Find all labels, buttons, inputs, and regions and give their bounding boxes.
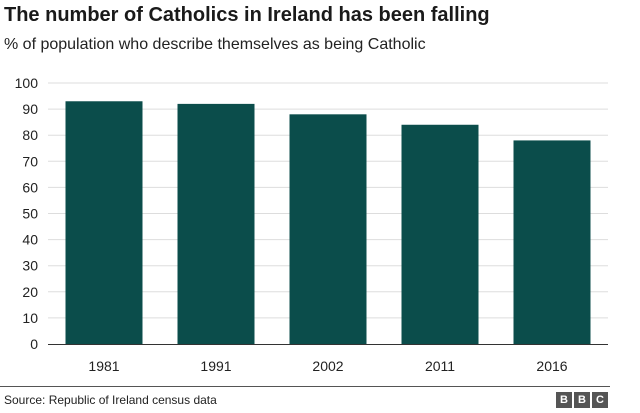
chart-title: The number of Catholics in Ireland has b… — [4, 4, 490, 26]
bbc-logo-letter-b2: B — [574, 392, 590, 408]
y-tick-label: 20 — [22, 284, 38, 300]
y-axis-ticks: 0 10 20 30 40 50 60 70 80 90 100 — [15, 75, 39, 352]
x-axis-ticks: 1981 1991 2002 2011 2016 — [88, 358, 567, 374]
y-tick-label: 80 — [22, 127, 38, 143]
bbc-logo-letter-c: C — [592, 392, 608, 408]
bar-chart: 0 10 20 30 40 50 60 70 80 90 100 1981 1991 2002 2011 2… — [15, 75, 608, 374]
bar-2011 — [401, 124, 479, 344]
x-tick-label: 2002 — [312, 358, 343, 374]
y-tick-label: 90 — [22, 101, 38, 117]
x-tick-label: 2011 — [425, 358, 455, 374]
x-tick-label: 2016 — [536, 358, 567, 374]
footer-divider — [0, 386, 610, 387]
x-tick-label: 1981 — [88, 358, 119, 374]
bar-2016 — [513, 140, 591, 344]
bbc-logo-letter-b1: B — [556, 392, 572, 408]
y-tick-label: 30 — [22, 258, 38, 274]
y-tick-label: 100 — [15, 75, 39, 91]
bar-2002 — [289, 114, 367, 344]
chart-subtitle: % of population who describe themselves … — [4, 36, 426, 53]
y-tick-label: 60 — [22, 179, 38, 195]
y-tick-label: 70 — [22, 153, 38, 169]
x-tick-label: 1991 — [200, 358, 231, 374]
bar-1991 — [177, 103, 255, 344]
bars — [65, 101, 591, 345]
y-tick-label: 0 — [30, 336, 38, 352]
y-tick-label: 50 — [22, 206, 38, 222]
bar-1981 — [65, 101, 143, 345]
bbc-logo: B B C — [556, 392, 608, 408]
y-tick-label: 10 — [22, 310, 38, 326]
y-tick-label: 40 — [22, 232, 38, 248]
source-note: Source: Republic of Ireland census data — [4, 393, 217, 407]
